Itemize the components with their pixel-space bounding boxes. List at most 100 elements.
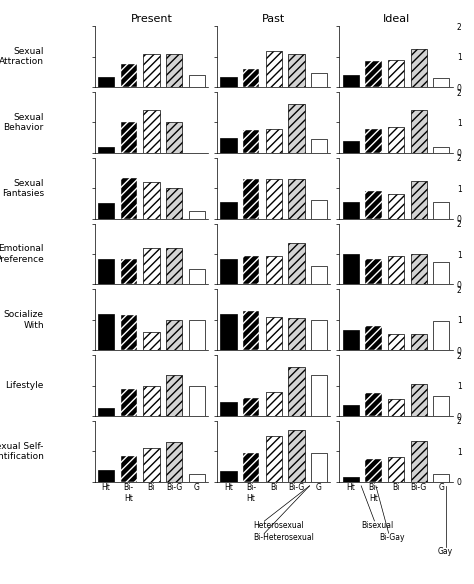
Bar [220, 138, 237, 153]
Bar [311, 320, 327, 350]
Bar [189, 75, 205, 87]
Bar [243, 179, 259, 219]
Bar [120, 456, 137, 482]
Y-axis label: Sexual
Behavior: Sexual Behavior [4, 113, 44, 132]
Bar [343, 141, 359, 153]
Bar [143, 182, 160, 219]
Bar [365, 259, 382, 284]
Title: Past: Past [262, 14, 285, 24]
Bar [265, 51, 282, 87]
Bar [311, 139, 327, 153]
Bar [220, 77, 237, 87]
Bar [166, 54, 182, 87]
Bar [343, 202, 359, 219]
Bar [98, 259, 114, 284]
Bar [433, 202, 449, 219]
Bar [243, 453, 259, 482]
Bar [220, 314, 237, 350]
Bar [410, 441, 427, 482]
Bar [311, 200, 327, 219]
Bar [343, 405, 359, 416]
Bar [143, 385, 160, 416]
Bar [166, 248, 182, 284]
Bar [433, 321, 449, 350]
Bar [120, 315, 137, 350]
Bar [288, 54, 304, 87]
Bar [311, 375, 327, 416]
Bar [288, 244, 304, 284]
Bar [243, 398, 259, 416]
Bar [388, 333, 404, 350]
Bar [98, 470, 114, 482]
Y-axis label: Sexual
Attraction: Sexual Attraction [0, 47, 44, 67]
Bar [265, 317, 282, 350]
Y-axis label: Sexual Self-
identification: Sexual Self- identification [0, 442, 44, 461]
Y-axis label: Emotional
Preference: Emotional Preference [0, 244, 44, 264]
Bar [388, 127, 404, 153]
Text: Bisexual: Bisexual [361, 521, 393, 530]
Bar [265, 436, 282, 482]
Bar [243, 256, 259, 284]
Bar [189, 269, 205, 284]
Bar [120, 64, 137, 87]
Bar [433, 474, 449, 482]
Bar [410, 254, 427, 284]
Bar [288, 318, 304, 350]
Bar [120, 178, 137, 219]
Bar [365, 128, 382, 153]
Bar [220, 202, 237, 219]
Bar [166, 188, 182, 219]
Bar [166, 123, 182, 153]
Bar [433, 147, 449, 153]
Bar [365, 61, 382, 87]
Bar [120, 259, 137, 284]
Bar [166, 320, 182, 350]
Bar [265, 392, 282, 416]
Bar [243, 69, 259, 87]
Bar [166, 442, 182, 482]
Bar [365, 459, 382, 482]
Bar [143, 332, 160, 350]
Bar [98, 148, 114, 153]
Bar [311, 266, 327, 284]
Bar [220, 259, 237, 284]
Bar [98, 77, 114, 87]
Bar [189, 320, 205, 350]
Bar [143, 449, 160, 482]
Bar [433, 396, 449, 416]
Bar [410, 110, 427, 153]
Bar [143, 54, 160, 87]
Text: Gay: Gay [438, 547, 453, 556]
Bar [265, 128, 282, 153]
Bar [220, 402, 237, 416]
Bar [433, 78, 449, 87]
Bar [120, 123, 137, 153]
Bar [288, 104, 304, 153]
Bar [120, 388, 137, 416]
Bar [98, 314, 114, 350]
Bar [311, 453, 327, 482]
Bar [343, 75, 359, 87]
Bar [410, 49, 427, 87]
Bar [433, 262, 449, 284]
Bar [189, 211, 205, 219]
Text: Heterosexual: Heterosexual [254, 521, 304, 530]
Bar [288, 430, 304, 482]
Y-axis label: Lifestyle: Lifestyle [6, 381, 44, 390]
Bar [98, 203, 114, 219]
Bar [343, 254, 359, 284]
Bar [343, 477, 359, 482]
Bar [311, 74, 327, 87]
Bar [189, 385, 205, 416]
Bar [265, 256, 282, 284]
Bar [143, 110, 160, 153]
Bar [410, 384, 427, 416]
Bar [343, 331, 359, 350]
Bar [220, 471, 237, 482]
Bar [388, 457, 404, 482]
Bar [365, 326, 382, 350]
Bar [388, 256, 404, 284]
Text: Bi-Gay: Bi-Gay [379, 533, 405, 542]
Y-axis label: Socialize
With: Socialize With [4, 310, 44, 329]
Bar [388, 194, 404, 219]
